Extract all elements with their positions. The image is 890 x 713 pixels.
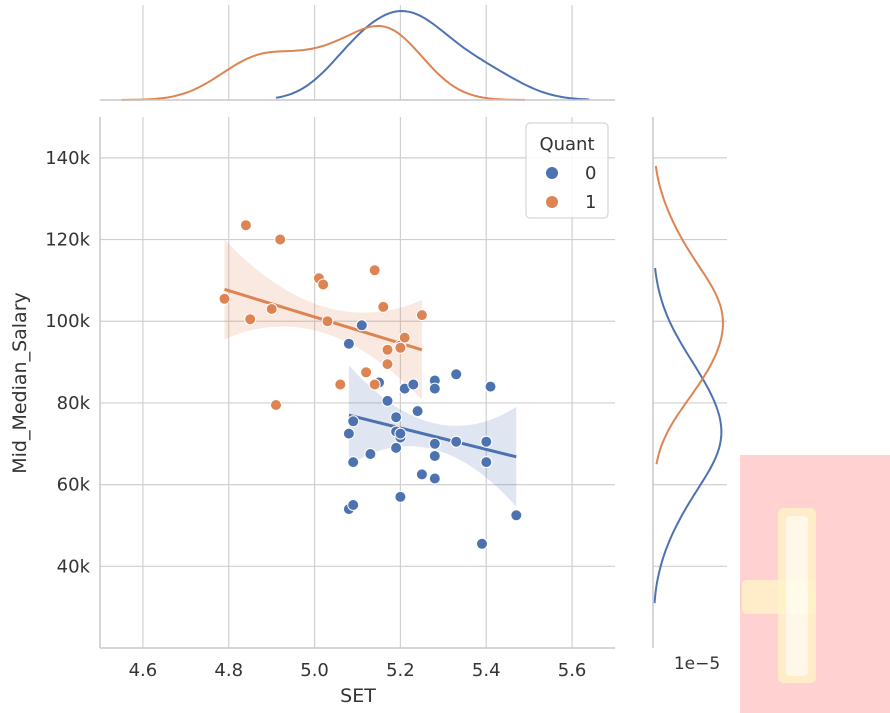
y-tick-label: 140k (45, 148, 90, 169)
scatter-point-0 (342, 427, 355, 440)
legend-label-1: 1 (585, 192, 596, 213)
marginal-x-density-1 (121, 24, 525, 101)
y-axis-label: Mid_Median_Salary (9, 292, 31, 474)
x-tick-label: 5.2 (386, 660, 415, 681)
scatter-point-1 (321, 315, 334, 328)
scatter-point-1 (360, 366, 373, 379)
scatter-point-1 (398, 331, 411, 344)
scatter-point-0 (364, 448, 377, 460)
scatter-point-0 (390, 441, 403, 454)
x-axis-label: SET (340, 685, 376, 707)
scatter-point-0 (394, 490, 407, 503)
scatter-point-0 (342, 337, 355, 350)
scatter-point-0 (411, 405, 424, 418)
scatter-point-1 (317, 278, 330, 291)
scatter-point-1 (377, 300, 390, 313)
scatter-point-1 (239, 219, 252, 232)
y-tick-label: 40k (57, 556, 91, 577)
scatter-point-1 (381, 343, 394, 356)
y-tick-label: 100k (45, 311, 90, 332)
legend-marker-1 (546, 196, 558, 208)
legend: Quant 0 1 (525, 122, 609, 219)
marginal-x-density-0 (275, 9, 590, 101)
scatter-point-0 (476, 537, 488, 550)
y-tick-label: 120k (45, 230, 90, 251)
scatter-point-0 (347, 415, 360, 428)
scatter-point-0 (510, 509, 523, 522)
marginal-y-density-1 (654, 165, 725, 465)
scatter-point-0 (428, 450, 441, 462)
scatter-point-1 (415, 309, 428, 322)
watermark-logo (740, 455, 890, 713)
scatter-point-0 (428, 472, 441, 485)
legend-label-0: 0 (585, 163, 596, 184)
scatter-point-1 (368, 378, 381, 391)
scatter-point-1 (270, 399, 282, 411)
y-tick-label: 80k (57, 393, 91, 414)
scatter-point-0 (480, 435, 493, 448)
marginal-offset-label: 1e−5 (674, 654, 720, 674)
scatter-point-0 (415, 468, 428, 481)
x-tick-label: 5.0 (300, 660, 329, 681)
scatter-point-1 (244, 313, 257, 326)
legend-marker-0 (546, 167, 558, 179)
scatter-point-0 (347, 499, 360, 511)
scatter-point-1 (274, 233, 287, 246)
scatter-point-0 (428, 382, 441, 395)
x-tick-label: 4.8 (214, 660, 243, 681)
x-tick-label: 4.6 (129, 660, 158, 681)
scatter-point-0 (450, 368, 463, 381)
scatter-point-1 (394, 341, 407, 354)
scatter-point-0 (428, 437, 441, 450)
legend-title: Quant (539, 134, 594, 155)
scatter-point-0 (347, 456, 360, 469)
scatter-point-0 (381, 394, 394, 407)
y-tick-label: 60k (57, 475, 91, 496)
legend-box (525, 122, 609, 219)
scatter-point-1 (218, 292, 231, 305)
marginal-y-density-0 (653, 267, 723, 604)
scatter-point-0 (450, 435, 463, 448)
scatter-point-1 (368, 264, 381, 277)
regression-line-0 (348, 413, 517, 459)
x-tick-label: 5.4 (472, 660, 501, 681)
x-tick-label: 5.6 (558, 660, 587, 681)
scatter-point-1 (334, 378, 347, 391)
scatter-point-0 (480, 456, 493, 469)
scatter-point-0 (484, 380, 497, 393)
scatter-point-1 (265, 303, 278, 315)
scatter-point-0 (407, 378, 420, 391)
scatter-point-0 (355, 319, 368, 332)
scatter-point-0 (394, 427, 407, 440)
scatter-point-1 (381, 358, 394, 371)
scatter-point-0 (390, 411, 403, 424)
